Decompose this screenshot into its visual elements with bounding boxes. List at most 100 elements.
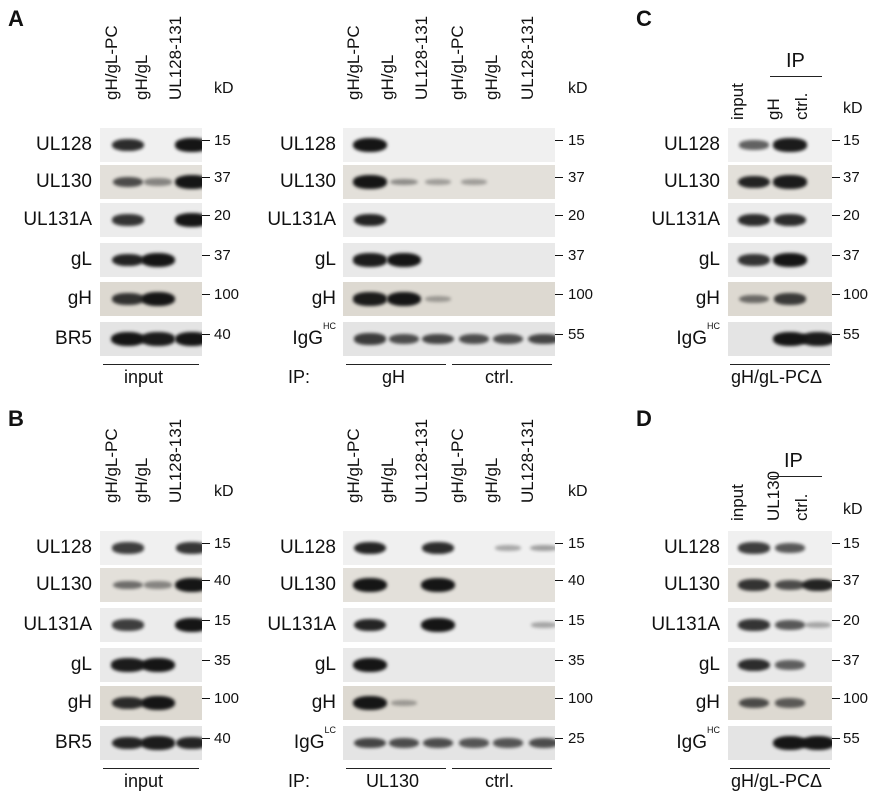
panel-b-input-band: [112, 542, 144, 554]
panel-d-footer: gH/gL-PCΔ: [731, 771, 823, 791]
panel-b-ip-group2-label: ctrl.: [485, 771, 514, 791]
panel-d-band: [773, 736, 807, 750]
panel-d-kd-label: kD: [843, 501, 863, 518]
panel-c-marker-tick: [832, 140, 840, 141]
panel-a-ip-band: [424, 296, 452, 302]
panel-b-ip-band: [388, 737, 420, 749]
panel-b-input-band: [111, 736, 145, 750]
panel-a-ip-band: [353, 138, 387, 152]
panel-a-ip-marker-tick: [555, 255, 563, 256]
panel-a-ip-band: [388, 333, 420, 345]
panel-c-row-label: UL130: [664, 171, 720, 193]
panel-b-input-row-label-text: UL131A: [23, 614, 92, 635]
panel-c-footer: gH/gL-PCΔ: [731, 367, 823, 387]
panel-a-ip-band: [387, 292, 421, 306]
panel-d-row-label-text: IgG: [676, 732, 707, 753]
panel-d-row-label: UL130: [664, 574, 720, 596]
panel-c-band: [773, 253, 807, 267]
panel-d-band: [775, 698, 805, 708]
panel-d-lane-label: ctrl.: [792, 493, 811, 521]
panel-c-band: [773, 138, 807, 152]
panel-b-ip-blot-strip: [343, 686, 555, 720]
panel-b-ip-band: [353, 658, 387, 672]
panel-a-input-row-label: gL: [71, 249, 92, 271]
panel-a-input-marker-value: 37: [214, 169, 231, 186]
panel-b-input-row-label-text: gL: [70, 654, 92, 675]
panel-a-input-underline: [103, 364, 199, 365]
panel-b-input-underline: [103, 768, 199, 769]
panel-a-ip-marker-value: 55: [568, 326, 585, 343]
panel-a-ip-blot-strip: [343, 203, 555, 237]
panel-b-input-blot-strip: [100, 531, 202, 565]
panel-c-row-label: gH: [696, 288, 720, 310]
panel-c-band: [739, 294, 769, 304]
panel-d-band: [804, 622, 832, 628]
panel-a-input-band: [112, 176, 144, 188]
panel-b-ip-row-label-text: UL131A: [267, 614, 336, 635]
panel-d-band: [801, 578, 832, 592]
panel-a-ip-row-label-text: gH: [311, 288, 336, 309]
panel-c-band: [774, 293, 806, 305]
panel-b-input-blot-strip: [100, 568, 202, 602]
panel-b-ip-row-label: IgGLC: [293, 725, 336, 754]
panel-a-ip-lane-label: gH/gL: [378, 54, 397, 100]
panel-a-ip-marker-tick: [555, 177, 563, 178]
panel-c-row-label-text: UL131A: [651, 209, 720, 230]
panel-d-lane-label: UL130: [764, 470, 783, 521]
panel-d-marker-value: 15: [843, 535, 860, 552]
panel-d-band: [774, 620, 806, 630]
panel-a-input-marker-tick: [202, 334, 210, 335]
panel-b-input-marker-tick: [202, 620, 210, 621]
panel-c-band: [737, 175, 771, 189]
panel-b-input-band: [111, 658, 145, 672]
panel-a-input-row-label-text: UL128: [36, 134, 92, 155]
panel-b-input-marker-tick: [202, 660, 210, 661]
panel-a-ip-row-label-text: UL131A: [267, 209, 336, 230]
panel-b-ip-blot-strip: [343, 531, 555, 565]
panel-b-input-lane-label: gH/gL-PC: [102, 428, 121, 503]
panel-a-ip-lane-label: UL128-131: [518, 15, 537, 100]
panel-d-band: [738, 579, 770, 591]
panel-c-ip-header: IP: [786, 50, 805, 72]
panel-c-marker-value: 100: [843, 286, 869, 303]
panel-b-ip-row-label-text: IgG: [293, 732, 325, 753]
panel-b-ip-row-label: gH: [312, 692, 336, 714]
panel-c-row-label: UL128: [664, 134, 720, 156]
panel-b-input-row-label-text: UL130: [36, 574, 92, 595]
panel-a-input-band: [141, 292, 175, 306]
panel-b-input-row-label: UL131A: [23, 614, 92, 636]
panel-b-ip-marker-value: 25: [568, 730, 585, 747]
panel-b-input-row-label: BR5: [55, 732, 92, 754]
panel-b-input-blot-strip: [100, 608, 202, 642]
panel-letter-c: C: [636, 6, 652, 31]
panel-a-ip-row-label-sup: HC: [323, 320, 336, 331]
panel-a-ip-band: [390, 178, 418, 186]
panel-b-ip-prefix: IP:: [288, 771, 311, 791]
panel-a-ip-marker-tick: [555, 334, 563, 335]
panel-b-ip-band: [421, 618, 455, 632]
panel-b-input-band: [141, 736, 175, 750]
panel-b-ip-band: [422, 737, 454, 749]
panel-b-input-band: [111, 696, 145, 710]
panel-d-blot-strip: [728, 608, 832, 642]
panel-b-ip-band: [492, 738, 524, 748]
panel-c-lane-label: gH: [764, 98, 783, 120]
panel-b-input-row-label-text: BR5: [55, 732, 92, 753]
panel-b-ip-band: [354, 737, 386, 749]
panel-a-ip-row-label: UL131A: [267, 209, 336, 231]
panel-b-ip-lane-label: gH/gL: [482, 457, 501, 503]
panel-c-blot-strip: [728, 165, 832, 199]
panel-b-ip-row-label: UL131A: [267, 614, 336, 636]
panel-c-row-label-text: gH: [695, 288, 720, 309]
panel-b-ip-lane-label: gH/gL-PC: [448, 428, 467, 503]
panel-a-ip-marker-tick: [555, 140, 563, 141]
panel-a-ip-lane-label: gH/gL: [482, 54, 501, 100]
panel-b-input-row-label: UL128: [36, 537, 92, 559]
panel-b-input-kd-label: kD: [214, 483, 234, 500]
panel-b-input-band: [144, 581, 172, 589]
panel-a-input-lane-label: gH/gL-PC: [102, 25, 121, 100]
panel-a-ip-group1-underline: [346, 364, 446, 365]
panel-b-ip-band: [530, 544, 555, 552]
panel-d-row-label-text: gL: [698, 654, 720, 675]
panel-d-row-label-text: gH: [695, 692, 720, 713]
